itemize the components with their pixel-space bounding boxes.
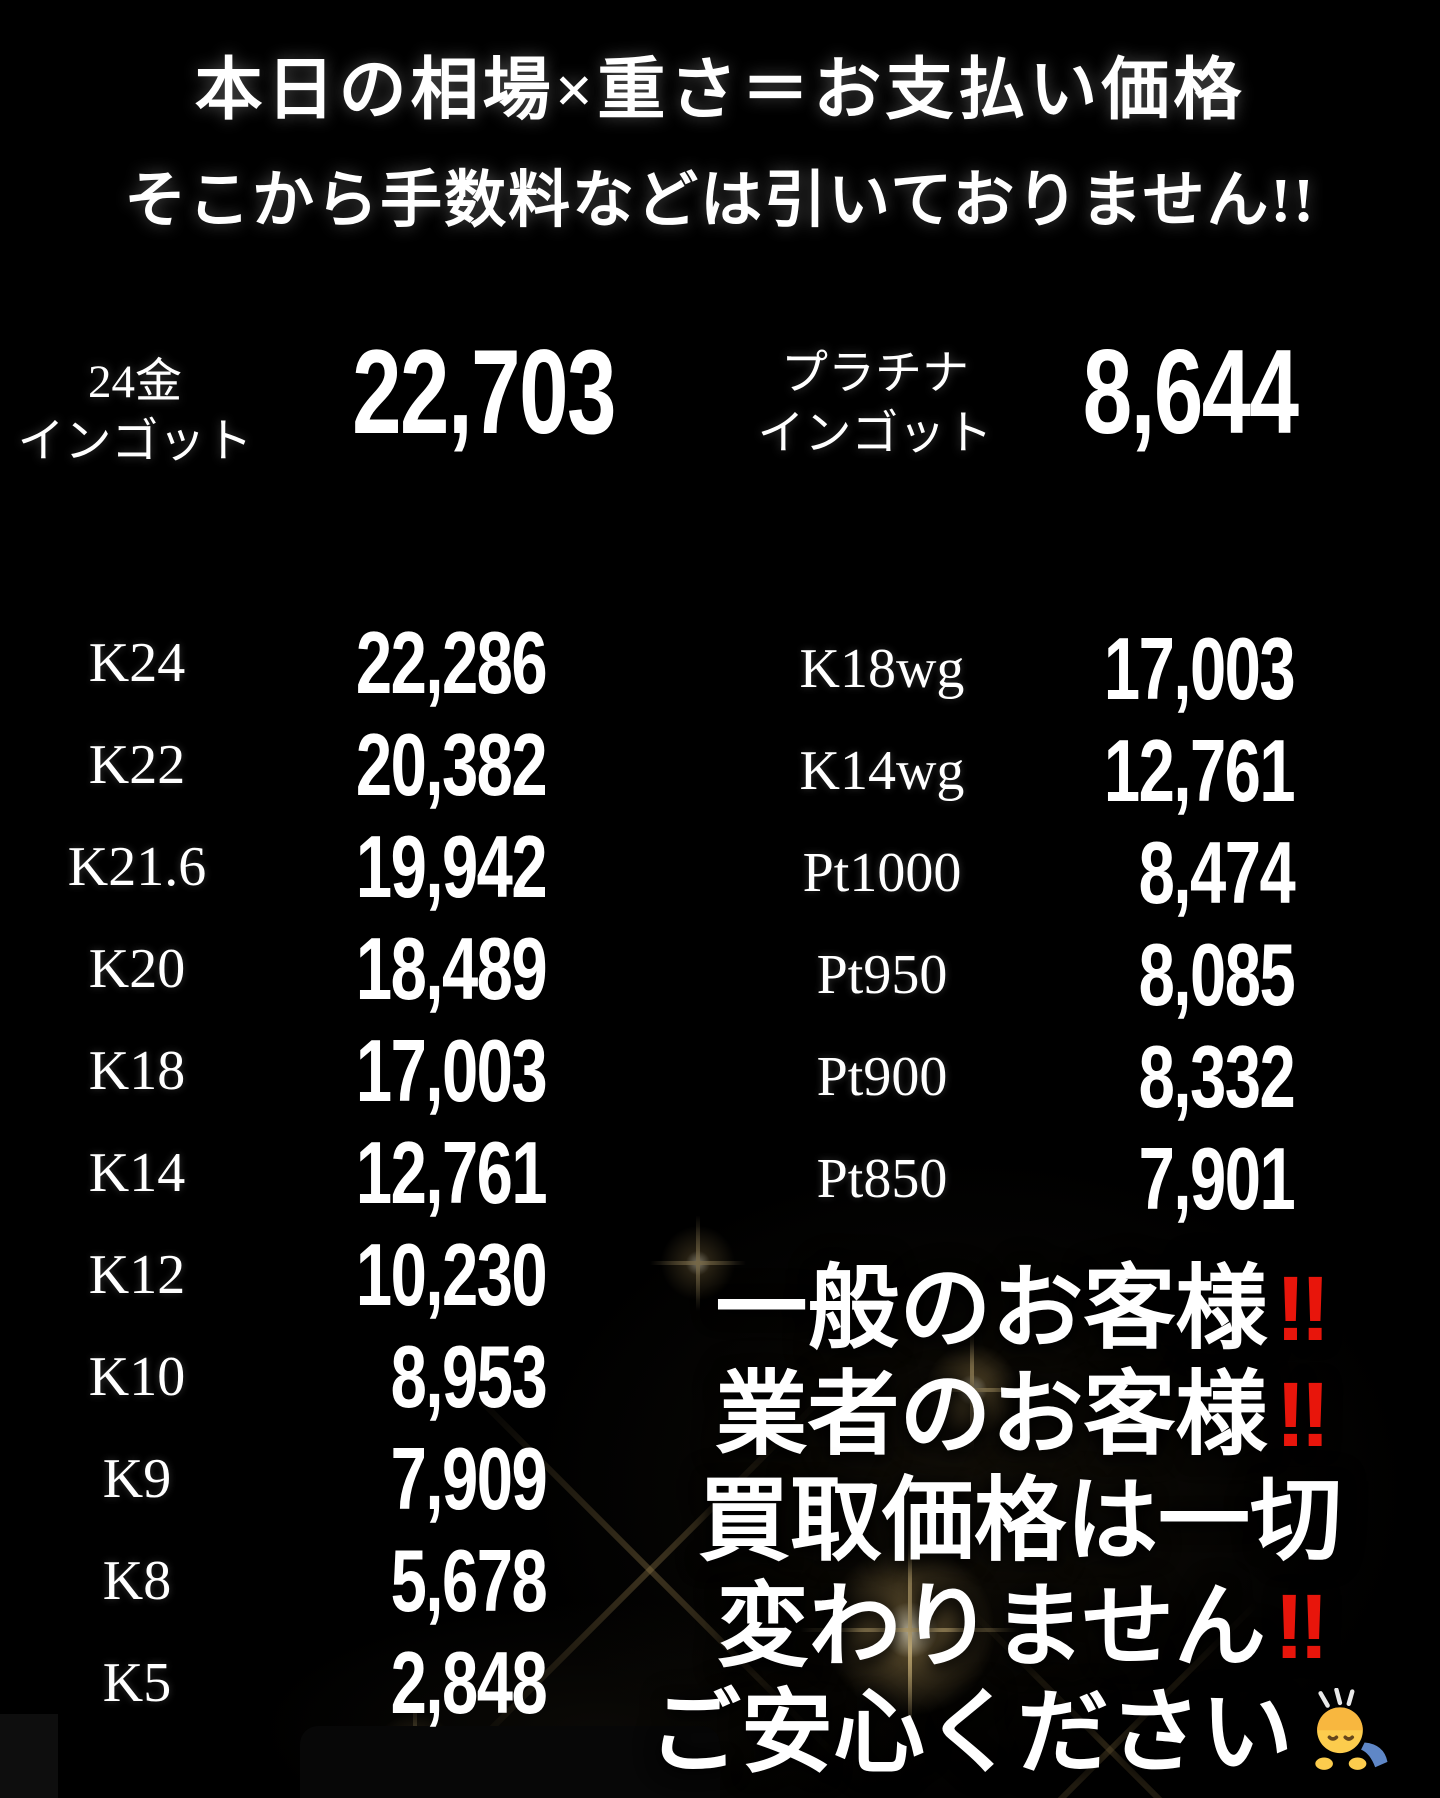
table-row: K21.6 19,942 — [28, 816, 548, 918]
notice-line: 変わりません!! — [648, 1574, 1392, 1680]
table-row: Pt1000 8,474 — [742, 822, 1296, 924]
red-exclamation: !! — [1273, 1576, 1329, 1678]
karat-label: K14wg — [799, 740, 965, 802]
karat-label: Pt900 — [816, 1046, 948, 1108]
rate-value: 17,003 — [1103, 619, 1296, 718]
notice-text: 変わりません — [716, 1576, 1266, 1678]
notice-line: ご安心ください — [648, 1680, 1392, 1786]
table-row: K10 8,953 — [28, 1326, 548, 1428]
karat-label: K20 — [88, 938, 186, 1000]
karat-label: K9 — [102, 1448, 172, 1510]
person-bowing-emoji — [1303, 1687, 1391, 1776]
table-row: K20 18,489 — [28, 918, 548, 1020]
rate-value: 2,848 — [390, 1633, 547, 1732]
karat-label: K22 — [88, 734, 186, 796]
rate-value: 8,332 — [1138, 1027, 1295, 1126]
notice-block: 一般のお客様!! 業者のお客様!! 買取価格は一切 変わりません!! ご安心くだ… — [648, 1256, 1392, 1786]
table-row: Pt900 8,332 — [742, 1026, 1296, 1128]
platinum-ingot-price: 8,644 — [1016, 332, 1364, 452]
table-row: K18 17,003 — [28, 1020, 548, 1122]
notice-text: 業者のお客様 — [715, 1364, 1268, 1466]
notice-text: 買取価格は一切 — [697, 1470, 1342, 1572]
karat-label: Pt950 — [816, 944, 948, 1006]
rate-value: 12,761 — [355, 1123, 548, 1222]
notice-line: 買取価格は一切 — [648, 1468, 1392, 1574]
table-row: K9 7,909 — [28, 1428, 548, 1530]
red-exclamation: !! — [1275, 1258, 1330, 1360]
platinum-ingot-price-value: 8,644 — [1082, 325, 1299, 459]
notice-line: 一般のお客様!! — [648, 1256, 1392, 1362]
notice-line: 業者のお客様!! — [648, 1362, 1392, 1468]
poster-subtitle: そこから手数料などは引いておりません!! — [124, 167, 1316, 235]
table-row: K14wg 12,761 — [742, 720, 1296, 822]
rate-value: 18,489 — [355, 919, 548, 1018]
karat-label: K21.6 — [67, 836, 207, 898]
gold-ingot-label-line2: インゴット — [17, 416, 253, 468]
platinum-ingot-label-line1: プラチナ — [781, 348, 969, 400]
rate-value: 8,085 — [1138, 925, 1295, 1024]
karat-label: K12 — [88, 1244, 186, 1306]
platinum-ingot-label-line2: インゴット — [757, 408, 993, 460]
rate-value: 17,003 — [355, 1021, 548, 1120]
table-row: K18wg 17,003 — [742, 618, 1296, 720]
karat-label: K24 — [88, 632, 186, 694]
table-row: K24 22,286 — [28, 612, 548, 714]
table-row: K22 20,382 — [28, 714, 548, 816]
poster-title: 本日の相場×重さ＝お支払い価格 — [194, 52, 1246, 128]
red-exclamation: !! — [1275, 1364, 1330, 1466]
karat-label: Pt850 — [816, 1148, 948, 1210]
karat-label: Pt1000 — [802, 842, 962, 904]
gold-ingot-label: 24金 インゴット — [10, 352, 260, 472]
gold-ingot-price-value: 22,703 — [352, 325, 616, 459]
karat-label: K18 — [88, 1040, 186, 1102]
table-row: K12 10,230 — [28, 1224, 548, 1326]
table-row: K8 5,678 — [28, 1530, 548, 1632]
rate-value: 7,909 — [390, 1429, 547, 1528]
notice-text: ご安心ください — [648, 1682, 1293, 1784]
table-row: Pt850 7,901 — [742, 1128, 1296, 1230]
karat-label: K18wg — [799, 638, 965, 700]
notice-text: 一般のお客様 — [715, 1258, 1268, 1360]
rate-value: 19,942 — [355, 817, 548, 916]
karat-label: K10 — [88, 1346, 186, 1408]
karat-label: K14 — [88, 1142, 186, 1204]
table-row: K14 12,761 — [28, 1122, 548, 1224]
rate-value: 22,286 — [355, 613, 548, 712]
rate-value: 12,761 — [1103, 721, 1296, 820]
karat-label: K5 — [102, 1652, 172, 1714]
gold-ingot-price: 22,703 — [306, 332, 656, 452]
header: 本日の相場×重さ＝お支払い価格 そこから手数料などは引いておりません!! — [0, 34, 1440, 239]
gold-rates-table: K24 22,286 K22 20,382 K21.6 19,942 K20 18,48… — [28, 612, 548, 1734]
table-row: Pt950 8,085 — [742, 924, 1296, 1026]
rate-value: 5,678 — [390, 1531, 547, 1630]
platinum-rates-table: K18wg 17,003 K14wg 12,761 Pt1000 8,474 Pt95… — [742, 618, 1296, 1230]
rate-value: 10,230 — [355, 1225, 548, 1324]
rate-value: 8,474 — [1138, 823, 1295, 922]
rate-value: 7,901 — [1138, 1129, 1295, 1228]
table-row: K5 2,848 — [28, 1632, 548, 1734]
platinum-ingot-label: プラチナ インゴット — [750, 344, 1000, 464]
rate-value: 20,382 — [355, 715, 548, 814]
rate-value: 8,953 — [390, 1327, 547, 1426]
gold-ingot-label-line1: 24金 — [88, 356, 182, 408]
karat-label: K8 — [102, 1550, 172, 1612]
